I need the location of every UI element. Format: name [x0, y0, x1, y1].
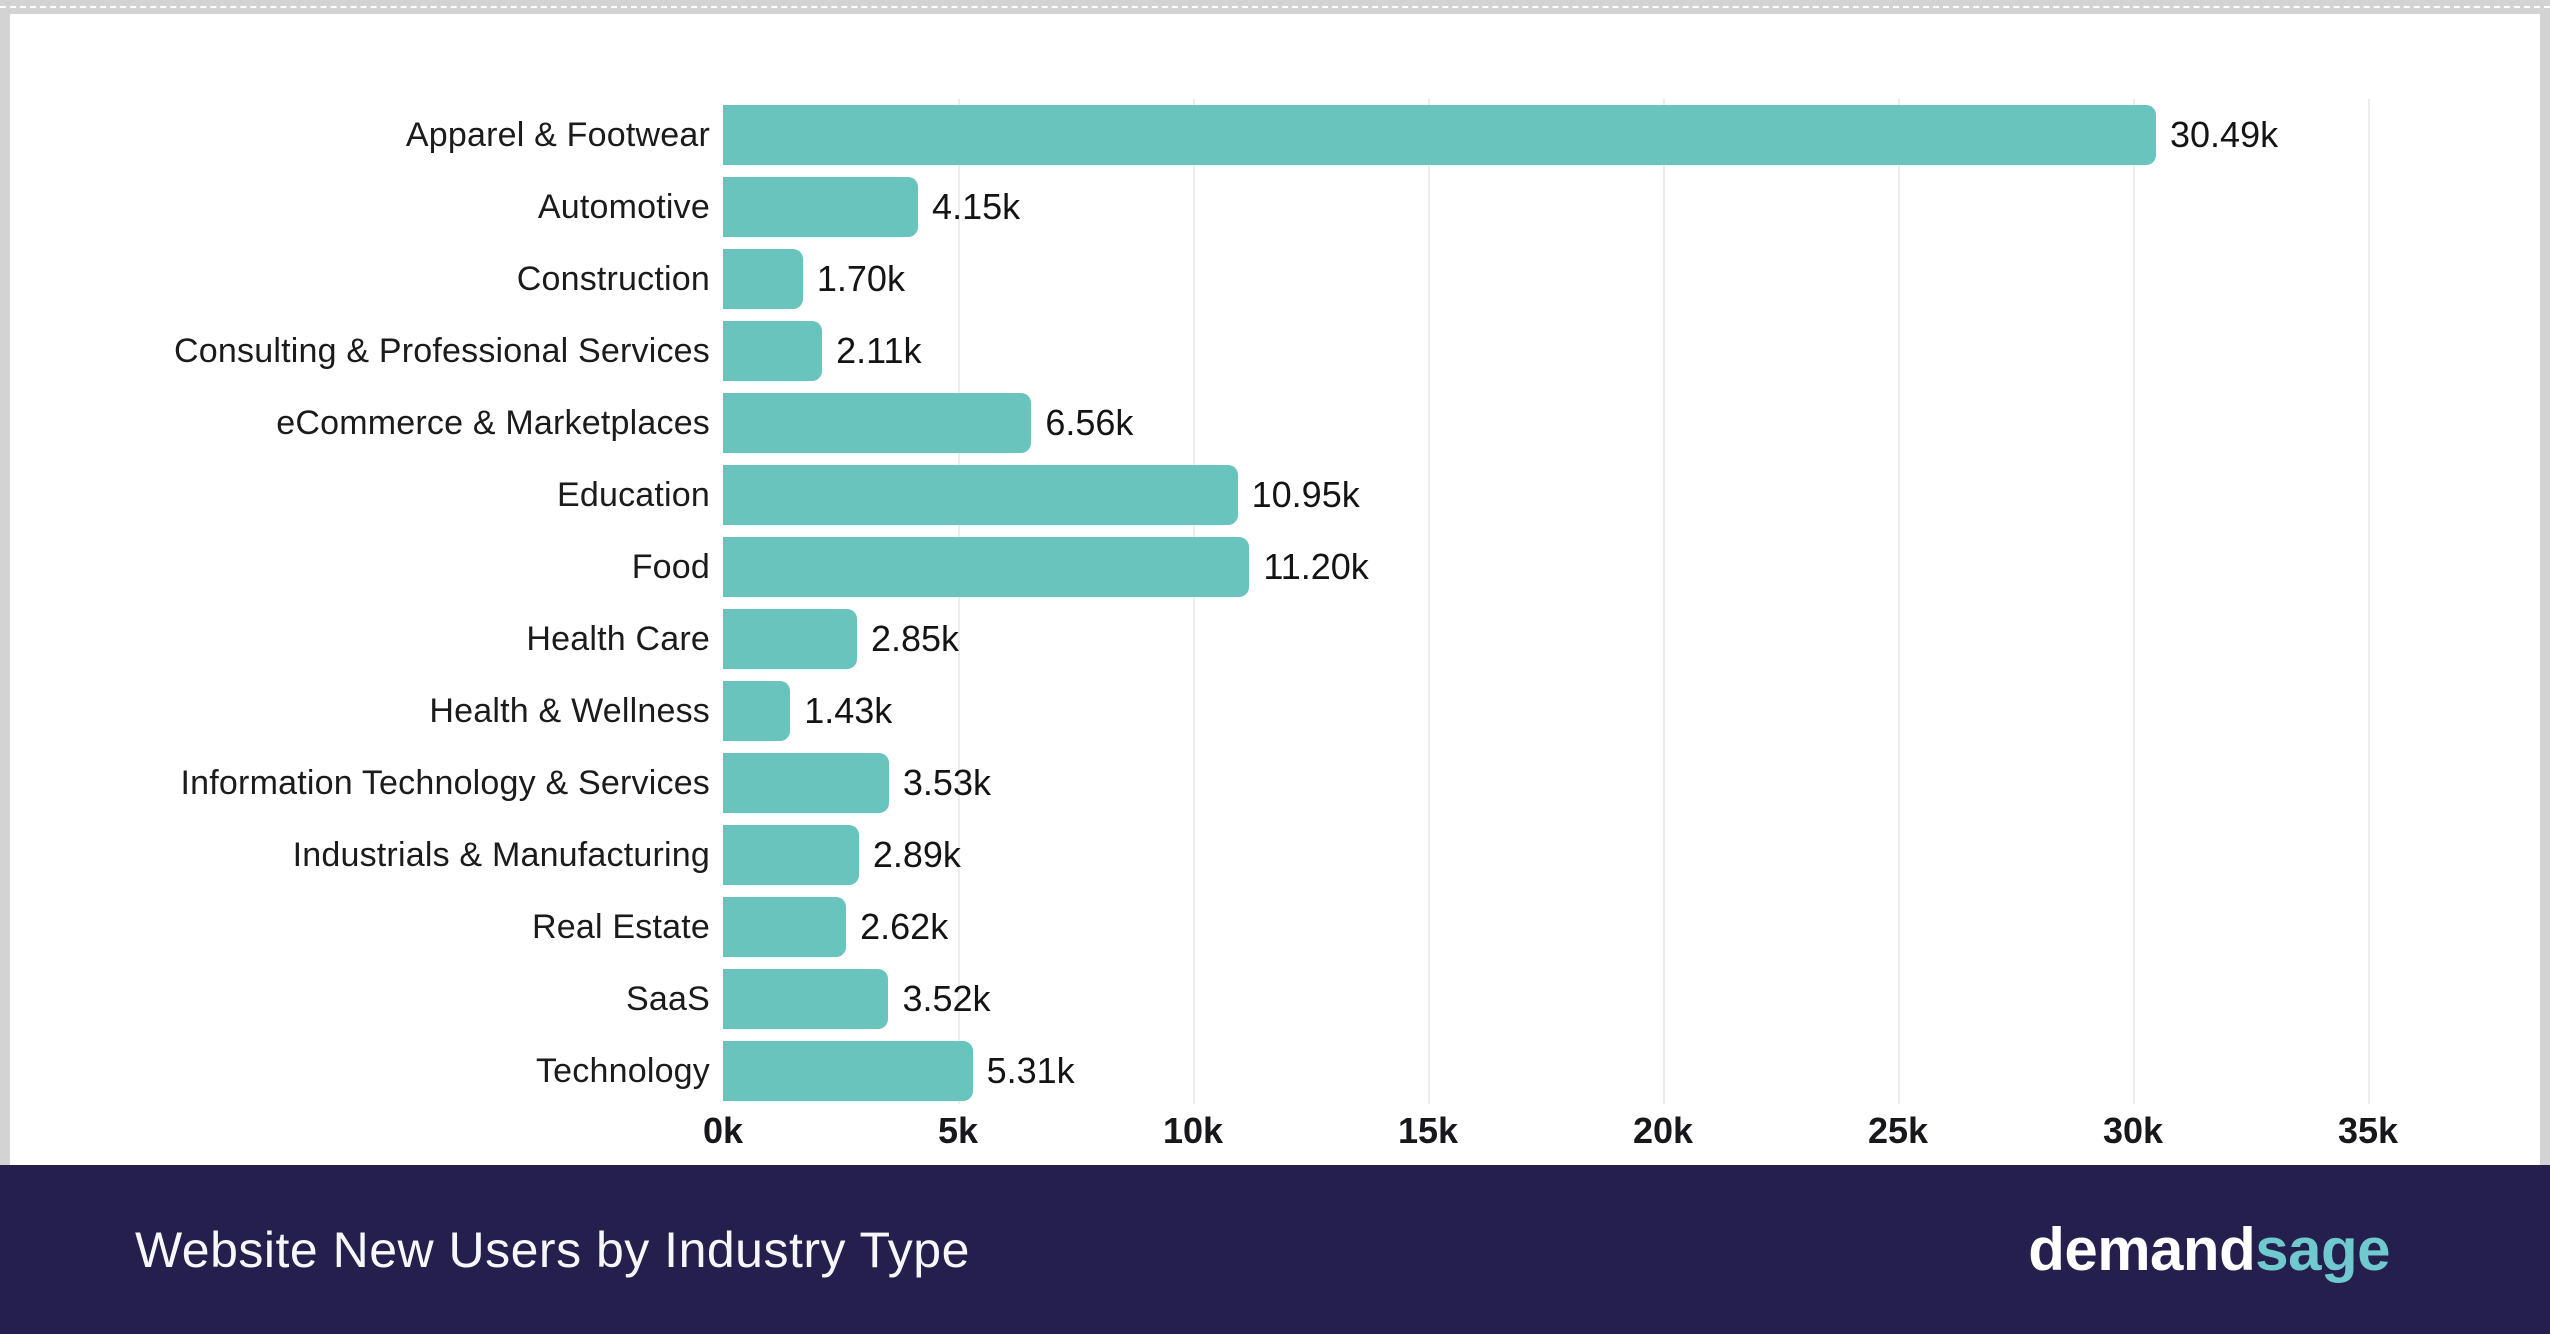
bar — [723, 753, 889, 813]
frame-border-left — [0, 14, 10, 1165]
bar-row: Real Estate 2.62k — [10, 891, 2540, 963]
bar-row: Automotive 4.15k — [10, 171, 2540, 243]
category-label: SaaS — [626, 979, 710, 1018]
value-label: 5.31k — [986, 1050, 1075, 1091]
logo-text-sage: sage — [2255, 1216, 2390, 1283]
gridline — [2133, 99, 2135, 1104]
x-tick-label: 30k — [2102, 1110, 2164, 1151]
bar-row: Health & Wellness 1.43k — [10, 675, 2540, 747]
frame-border-top — [0, 0, 2550, 14]
bar-row: Food 11.20k — [10, 531, 2540, 603]
x-tick-label: 25k — [1867, 1110, 1929, 1151]
bar-row: Health Care 2.85k — [10, 603, 2540, 675]
value-label: 4.15k — [932, 186, 1021, 227]
bar-chart: Apparel & Footwear 30.49k Automotive 4.15k C… — [10, 14, 2540, 1165]
category-label: Information Technology & Services — [180, 763, 710, 802]
value-label: 2.89k — [872, 834, 961, 875]
value-label: 1.70k — [816, 258, 905, 299]
value-label: 6.56k — [1045, 402, 1134, 443]
bar — [723, 969, 889, 1029]
value-label: 10.95k — [1251, 474, 1360, 515]
category-label: Apparel & Footwear — [405, 115, 710, 154]
logo-text-demand: demand — [2028, 1216, 2256, 1283]
x-axis: 0k 5k 10k 15k 20k 25k 30k 35k — [10, 1110, 2540, 1156]
bar — [723, 465, 1238, 525]
category-label: Technology — [535, 1051, 710, 1090]
category-label: Automotive — [537, 187, 710, 226]
category-label: eCommerce & Marketplaces — [276, 403, 710, 442]
gridline — [1898, 99, 1900, 1104]
frame-border-right — [2540, 14, 2550, 1165]
bar-row: Consulting & Professional Services 2.11k — [10, 315, 2540, 387]
bar-row: Apparel & Footwear 30.49k — [10, 99, 2540, 171]
bar — [723, 609, 857, 669]
x-tick-label: 20k — [1632, 1110, 1694, 1151]
bar-row: eCommerce & Marketplaces 6.56k — [10, 387, 2540, 459]
bar-row: Industrials & Manufacturing 2.89k — [10, 819, 2540, 891]
footer-bar: Website New Users by Industry Type deman… — [0, 1165, 2550, 1334]
value-label: 2.62k — [860, 906, 949, 947]
gridline — [1193, 99, 1195, 1104]
value-label: 11.20k — [1263, 546, 1369, 587]
value-label: 3.52k — [902, 978, 991, 1019]
bar — [723, 393, 1032, 453]
x-tick-label: 35k — [2337, 1110, 2399, 1151]
category-label: Health & Wellness — [429, 691, 710, 730]
value-label: 30.49k — [2170, 114, 2279, 155]
gridline — [1428, 99, 1430, 1104]
bar — [723, 897, 847, 957]
value-label: 2.11k — [836, 330, 922, 371]
value-label: 2.85k — [870, 618, 960, 659]
x-tick-label: 15k — [1397, 1110, 1459, 1151]
value-label: 3.53k — [902, 762, 991, 803]
x-tick-label: 10k — [1162, 1110, 1224, 1151]
x-tick-label: 0k — [702, 1110, 744, 1151]
bar-row: Education 10.95k — [10, 459, 2540, 531]
chart-title: Website New Users by Industry Type — [135, 1221, 970, 1278]
bar-row: Technology 5.31k — [10, 1035, 2540, 1107]
value-label: 1.43k — [804, 690, 893, 731]
bar — [723, 249, 803, 309]
bar — [723, 681, 791, 741]
bar — [723, 321, 823, 381]
category-label: Food — [631, 547, 710, 586]
bar-row: SaaS 3.52k — [10, 963, 2540, 1035]
bar — [723, 105, 2157, 165]
bar — [723, 825, 859, 885]
gridline — [958, 99, 960, 1104]
category-label: Industrials & Manufacturing — [292, 835, 710, 874]
frame-dashed-line — [0, 6, 2550, 8]
gridline — [2368, 99, 2370, 1104]
bar-row: Construction 1.70k — [10, 243, 2540, 315]
bar — [723, 177, 919, 237]
category-label: Consulting & Professional Services — [174, 331, 710, 370]
gridline — [1663, 99, 1665, 1104]
category-label: Real Estate — [532, 907, 710, 946]
category-label: Education — [556, 475, 710, 514]
demandsage-logo: demandsage — [2028, 1215, 2390, 1284]
bar — [723, 1041, 973, 1101]
bar — [723, 537, 1250, 597]
x-tick-label: 5k — [937, 1110, 979, 1151]
category-label: Health Care — [526, 619, 710, 658]
category-label: Construction — [516, 259, 710, 298]
bar-row: Information Technology & Services 3.53k — [10, 747, 2540, 819]
